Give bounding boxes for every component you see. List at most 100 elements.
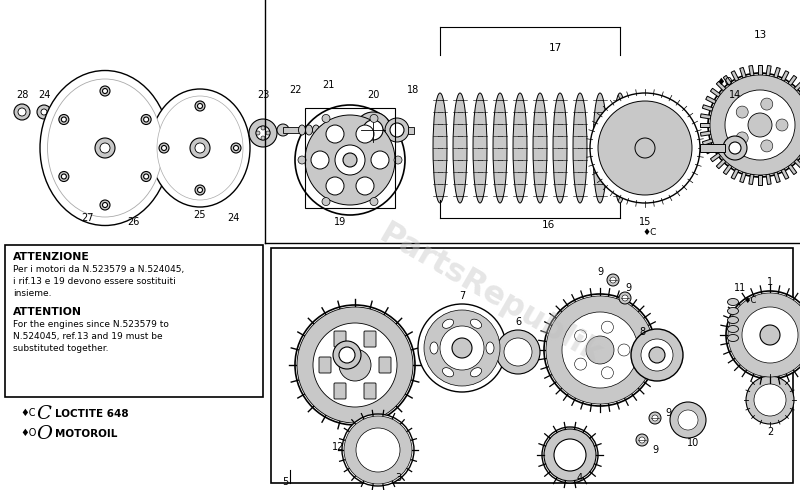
Circle shape — [619, 292, 631, 304]
Polygon shape — [701, 131, 711, 136]
Polygon shape — [749, 66, 754, 76]
Text: ATTENZIONE: ATTENZIONE — [13, 252, 90, 262]
Circle shape — [776, 119, 788, 131]
Text: LOCTITE 648: LOCTITE 648 — [55, 409, 129, 419]
Circle shape — [562, 312, 638, 388]
Circle shape — [249, 119, 277, 147]
Polygon shape — [710, 88, 721, 97]
Polygon shape — [766, 66, 771, 76]
Circle shape — [636, 434, 648, 446]
Ellipse shape — [430, 342, 438, 354]
Polygon shape — [788, 75, 797, 86]
Text: ♦O: ♦O — [717, 77, 733, 87]
Text: 18: 18 — [407, 85, 419, 95]
Circle shape — [59, 172, 69, 181]
Circle shape — [295, 305, 415, 425]
Circle shape — [649, 412, 661, 424]
Circle shape — [339, 349, 371, 381]
Circle shape — [297, 307, 413, 423]
Ellipse shape — [341, 125, 347, 135]
Ellipse shape — [727, 298, 738, 305]
Circle shape — [607, 274, 619, 286]
Text: N.524045, ref.13 and 19 must be: N.524045, ref.13 and 19 must be — [13, 332, 162, 341]
Ellipse shape — [40, 71, 170, 225]
Text: 24: 24 — [227, 213, 239, 223]
Circle shape — [590, 93, 700, 203]
Circle shape — [761, 140, 773, 152]
Text: 16: 16 — [542, 220, 554, 230]
Text: 10: 10 — [687, 438, 699, 448]
Circle shape — [144, 117, 149, 122]
Circle shape — [544, 429, 596, 481]
Circle shape — [234, 146, 238, 150]
Polygon shape — [706, 96, 716, 104]
Text: For the engines since N.523579 to: For the engines since N.523579 to — [13, 320, 169, 329]
Polygon shape — [723, 75, 732, 86]
Text: 22: 22 — [289, 85, 302, 95]
Text: 19: 19 — [334, 217, 346, 227]
Circle shape — [610, 277, 616, 283]
Ellipse shape — [727, 335, 738, 342]
Ellipse shape — [433, 93, 447, 203]
Ellipse shape — [442, 319, 454, 328]
Circle shape — [190, 138, 210, 158]
Circle shape — [370, 115, 378, 122]
Text: 25: 25 — [194, 210, 206, 220]
Text: 21: 21 — [322, 80, 334, 90]
Text: substituted together.: substituted together. — [13, 344, 109, 353]
Ellipse shape — [326, 125, 334, 135]
Circle shape — [102, 89, 107, 94]
Circle shape — [710, 75, 800, 175]
Ellipse shape — [442, 368, 454, 377]
Polygon shape — [740, 172, 746, 183]
Circle shape — [102, 202, 107, 207]
Circle shape — [162, 146, 166, 150]
Text: 2: 2 — [767, 427, 773, 437]
Circle shape — [496, 330, 540, 374]
Polygon shape — [710, 153, 721, 162]
Circle shape — [370, 197, 378, 206]
Circle shape — [418, 304, 506, 392]
Ellipse shape — [334, 125, 341, 135]
FancyBboxPatch shape — [334, 383, 346, 399]
Text: ♦O: ♦O — [20, 428, 36, 438]
Circle shape — [678, 410, 698, 430]
Circle shape — [141, 172, 151, 181]
Ellipse shape — [493, 93, 507, 203]
Text: 8: 8 — [639, 327, 645, 337]
Circle shape — [195, 143, 205, 153]
Polygon shape — [702, 139, 713, 145]
Polygon shape — [706, 146, 716, 154]
Text: ATTENTION: ATTENTION — [13, 307, 82, 317]
Circle shape — [305, 115, 395, 205]
Polygon shape — [716, 159, 726, 169]
Circle shape — [586, 336, 614, 364]
Circle shape — [631, 329, 683, 381]
FancyBboxPatch shape — [319, 357, 331, 373]
Text: 9: 9 — [652, 445, 658, 455]
Circle shape — [504, 338, 532, 366]
Circle shape — [261, 136, 265, 140]
Circle shape — [371, 151, 389, 169]
Text: 15: 15 — [639, 217, 651, 227]
Circle shape — [546, 296, 654, 404]
Ellipse shape — [47, 79, 162, 217]
Circle shape — [574, 358, 586, 370]
Circle shape — [746, 376, 794, 424]
Circle shape — [385, 118, 409, 142]
Text: 7: 7 — [459, 291, 465, 301]
Polygon shape — [766, 174, 771, 185]
Circle shape — [322, 115, 330, 122]
Polygon shape — [716, 81, 726, 91]
Text: MOTOROIL: MOTOROIL — [55, 429, 118, 439]
Circle shape — [649, 347, 665, 363]
Circle shape — [322, 197, 330, 206]
Circle shape — [670, 402, 706, 438]
Text: 17: 17 — [548, 43, 562, 53]
Ellipse shape — [306, 125, 313, 135]
Ellipse shape — [313, 125, 319, 135]
Circle shape — [736, 132, 748, 144]
Circle shape — [37, 105, 51, 119]
Circle shape — [298, 156, 306, 164]
Circle shape — [198, 188, 202, 193]
